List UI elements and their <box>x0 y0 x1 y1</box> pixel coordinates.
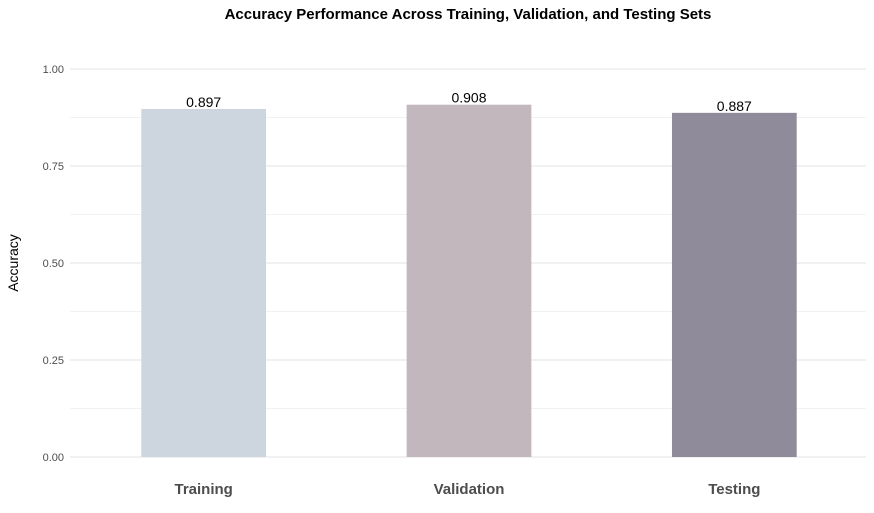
y-axis-label: Accuracy <box>5 234 21 292</box>
y-tick-label: 0.50 <box>43 258 64 270</box>
y-tick-label: 0.75 <box>43 161 64 173</box>
x-tick-label-training: Training <box>174 481 232 498</box>
y-tick-label: 0.25 <box>43 355 64 367</box>
x-axis-ticks: Training Validation Testing <box>174 481 760 498</box>
x-tick-label-testing: Testing <box>708 481 760 498</box>
bar-testing <box>671 112 797 458</box>
chart-title: Accuracy Performance Across Training, Va… <box>225 6 712 23</box>
data-label-training: 0.897 <box>186 94 221 110</box>
bars <box>141 104 797 458</box>
bar-validation <box>406 104 532 458</box>
y-axis-ticks: 0.00 0.25 0.50 0.75 1.00 <box>43 64 64 464</box>
x-tick-label-validation: Validation <box>434 481 505 498</box>
y-tick-label: 0.00 <box>43 452 64 464</box>
data-label-testing: 0.887 <box>717 98 752 114</box>
data-labels: 0.897 0.908 0.887 <box>186 90 752 114</box>
bar-training <box>141 108 267 458</box>
y-tick-label: 1.00 <box>43 64 64 76</box>
data-label-validation: 0.908 <box>451 90 486 106</box>
